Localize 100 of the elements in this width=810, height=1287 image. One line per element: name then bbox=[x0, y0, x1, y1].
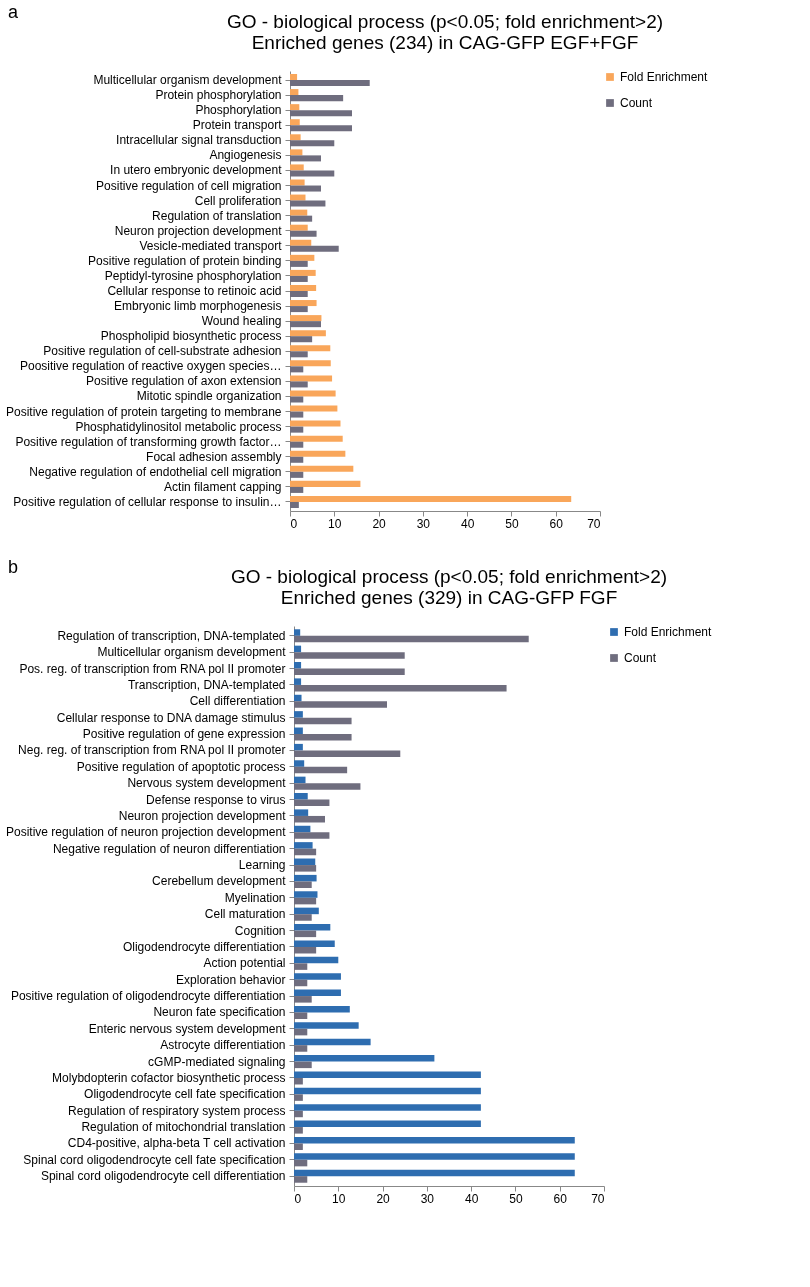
y-tick-label: Spinal cord oligodendrocyte cell differentiation bbox=[40, 1169, 286, 1184]
bar bbox=[290, 495, 572, 502]
x-tick-label: 70 bbox=[587, 516, 601, 531]
bar bbox=[294, 645, 302, 653]
bar bbox=[294, 1136, 575, 1144]
bar bbox=[294, 973, 341, 980]
bar bbox=[290, 245, 339, 252]
bar bbox=[290, 134, 301, 141]
bar bbox=[294, 1055, 435, 1062]
y-tick-label: Regulation of transcription, DNA-templated bbox=[57, 628, 286, 643]
x-tick-label: 20 bbox=[372, 516, 387, 531]
legend-label: Fold Enrichment bbox=[624, 625, 713, 639]
bar bbox=[290, 441, 304, 448]
y-tick-label: Positive regulation of gene expression bbox=[82, 727, 286, 742]
bar bbox=[294, 1176, 308, 1183]
y-tick-label: Embryonic limb morphogenesis bbox=[114, 299, 282, 314]
bar bbox=[294, 701, 387, 708]
y-tick-label: Astrocyte differentiation bbox=[160, 1038, 286, 1053]
bar bbox=[294, 668, 405, 676]
bar bbox=[294, 662, 302, 669]
bar bbox=[290, 300, 317, 307]
legend-label: Count bbox=[624, 651, 657, 665]
bar bbox=[290, 260, 308, 267]
bar bbox=[294, 734, 352, 741]
bar bbox=[294, 1038, 371, 1046]
chart-subtitle: Enriched genes (329) in CAG-GFP FGF bbox=[280, 587, 618, 608]
bar bbox=[290, 239, 312, 246]
x-tick-label: 50 bbox=[505, 516, 519, 531]
y-tick-label: Action potential bbox=[203, 956, 286, 971]
y-tick-label: Transcription, DNA-templated bbox=[127, 677, 286, 692]
bar bbox=[290, 125, 352, 132]
text: a bbox=[8, 2, 19, 23]
bar bbox=[294, 1077, 303, 1085]
y-tick-label: Wound healing bbox=[201, 314, 282, 329]
bar bbox=[294, 930, 317, 938]
bar bbox=[290, 390, 336, 397]
bar bbox=[290, 306, 308, 313]
bar bbox=[294, 743, 303, 751]
bar bbox=[290, 291, 308, 298]
y-tick-label: Cell differentiation bbox=[189, 694, 286, 709]
y-tick-label: Positive regulation of axon extension bbox=[86, 374, 282, 389]
y-tick-label: Intracellular signal transduction bbox=[116, 133, 282, 148]
bar bbox=[290, 351, 308, 358]
x-tick-label: 20 bbox=[376, 1191, 391, 1206]
y-tick-label: Enteric nervous system development bbox=[88, 1021, 287, 1036]
bar bbox=[294, 842, 313, 849]
bar bbox=[294, 1153, 575, 1160]
x-tick-label: 0 bbox=[290, 516, 298, 531]
y-tick-label: Positive regulation of apoptotic process bbox=[76, 759, 286, 774]
y-tick-label: Neuron projection development bbox=[118, 808, 287, 823]
bar bbox=[294, 825, 311, 833]
bar bbox=[294, 914, 312, 921]
bar bbox=[290, 366, 304, 373]
bar bbox=[290, 405, 338, 412]
bar bbox=[294, 635, 529, 643]
y-tick-label: cGMP-mediated signaling bbox=[148, 1054, 286, 1069]
bar bbox=[294, 1005, 350, 1013]
y-tick-label: Multicellular organism development bbox=[93, 73, 283, 88]
bar bbox=[294, 750, 401, 757]
y-tick-label: Molybdopterin cofactor biosynthetic process bbox=[52, 1070, 286, 1085]
bar bbox=[290, 381, 308, 388]
bar bbox=[290, 164, 304, 171]
bar bbox=[294, 629, 301, 636]
bar bbox=[294, 760, 305, 767]
y-tick-label: Positive regulation of neuron projection development bbox=[5, 825, 287, 840]
bar bbox=[290, 110, 352, 117]
y-tick-label: CD4-positive, alpha-beta T cell activation bbox=[67, 1136, 286, 1151]
bar bbox=[290, 80, 370, 87]
bar bbox=[294, 1169, 575, 1177]
bar bbox=[290, 89, 299, 96]
y-tick-label: Nervous system development bbox=[127, 776, 287, 791]
x-tick-label: 50 bbox=[509, 1191, 523, 1206]
y-tick-label: In utero embryonic development bbox=[110, 163, 283, 178]
y-tick-label: Protein transport bbox=[192, 118, 283, 133]
chart-subtitle: Enriched genes (234) in CAG-GFP EGF+FGF bbox=[251, 32, 639, 53]
y-tick-label: Positive regulation of oligodendrocyte differentiation bbox=[10, 989, 286, 1004]
y-tick-label: Defense response to virus bbox=[146, 792, 286, 807]
bar bbox=[290, 345, 331, 352]
y-tick-label: Mitotic spindle organization bbox=[136, 389, 282, 404]
bar bbox=[294, 717, 352, 725]
bar bbox=[294, 652, 405, 659]
y-tick-label: Negative regulation of neuron differentiation bbox=[52, 841, 286, 856]
y-tick-label: Neg. reg. of transcription from RNA pol II promoter bbox=[18, 743, 286, 758]
bar bbox=[290, 194, 306, 201]
bar bbox=[290, 104, 300, 111]
y-tick-label: Neuron fate specification bbox=[153, 1005, 286, 1020]
y-tick-label: Positive regulation of cellular response to insulin… bbox=[13, 494, 282, 509]
y-tick-label: Cellular response to retinoic acid bbox=[107, 284, 282, 298]
x-tick-label: 40 bbox=[460, 516, 475, 531]
y-tick-label: Pos. reg. of transcription from RNA pol II promoter bbox=[19, 661, 286, 676]
y-tick-label: Cell proliferation bbox=[194, 193, 282, 208]
bar bbox=[294, 956, 339, 964]
bar bbox=[294, 891, 318, 898]
y-tick-label: Regulation of translation bbox=[152, 208, 282, 223]
y-tick-label: Peptidyl-tyrosine phosphorylation bbox=[104, 268, 282, 283]
bar bbox=[294, 1061, 312, 1069]
bar bbox=[290, 275, 308, 282]
bar bbox=[294, 711, 303, 718]
bar bbox=[294, 1159, 308, 1167]
y-tick-label: Cell maturation bbox=[204, 907, 286, 922]
